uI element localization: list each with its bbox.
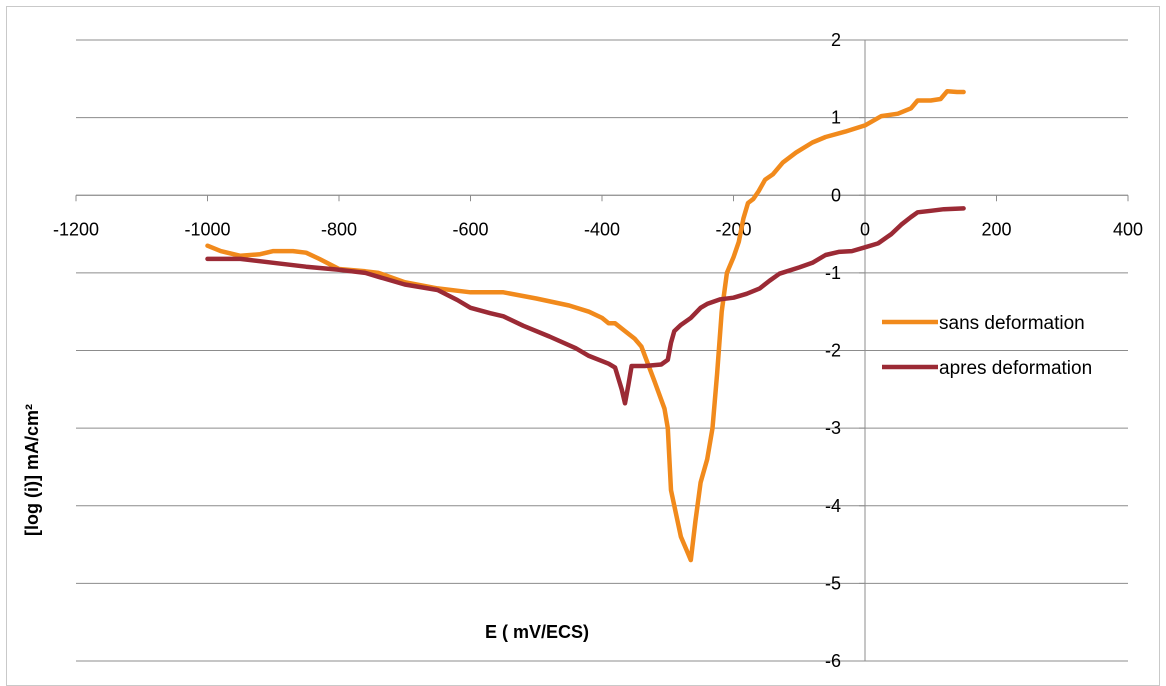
x-tick-label: 200 bbox=[981, 219, 1011, 239]
x-tick-labels: -1200 -1000 -800 -600 -400 -200 0 200 400 bbox=[53, 219, 1143, 239]
series-line-2 bbox=[205, 206, 966, 406]
series-line-1 bbox=[205, 88, 966, 563]
x-tick-label: -400 bbox=[584, 219, 620, 239]
legend-label-2: apres deformation bbox=[939, 358, 1092, 379]
legend: sans deformation apres deformation bbox=[882, 313, 1092, 379]
legend-label-1: sans deformation bbox=[939, 313, 1085, 334]
y-tick-label: -2 bbox=[825, 341, 841, 361]
gridlines bbox=[76, 39, 1128, 662]
y-tick-label: 0 bbox=[831, 185, 841, 205]
x-tick-label: -1000 bbox=[184, 219, 230, 239]
y-axis-title: [log (i)] mA/cm² bbox=[22, 404, 42, 536]
y-tick-label: -4 bbox=[825, 496, 841, 516]
y-tick-label: -6 bbox=[825, 651, 841, 671]
x-tick-label: -1200 bbox=[53, 219, 99, 239]
y-tick-label: -3 bbox=[825, 418, 841, 438]
y-tick-label: -1 bbox=[825, 263, 841, 283]
x-tick-label: -800 bbox=[321, 219, 357, 239]
x-tick-label: 400 bbox=[1113, 219, 1143, 239]
series-lines bbox=[205, 88, 966, 563]
x-axis-title: E ( mV/ECS) bbox=[485, 622, 589, 642]
y-tick-label: 2 bbox=[831, 30, 841, 50]
y-tick-label: -5 bbox=[825, 573, 841, 593]
axes bbox=[75, 39, 1129, 662]
y-tick-labels: 2 1 0 -1 -2 -3 -4 -5 -6 bbox=[825, 30, 841, 671]
x-tick-label: 0 bbox=[860, 219, 870, 239]
x-tick-label: -200 bbox=[715, 219, 751, 239]
y-tick-label: 1 bbox=[831, 108, 841, 128]
chart-frame bbox=[6, 6, 1160, 686]
x-tick-label: -600 bbox=[452, 219, 488, 239]
